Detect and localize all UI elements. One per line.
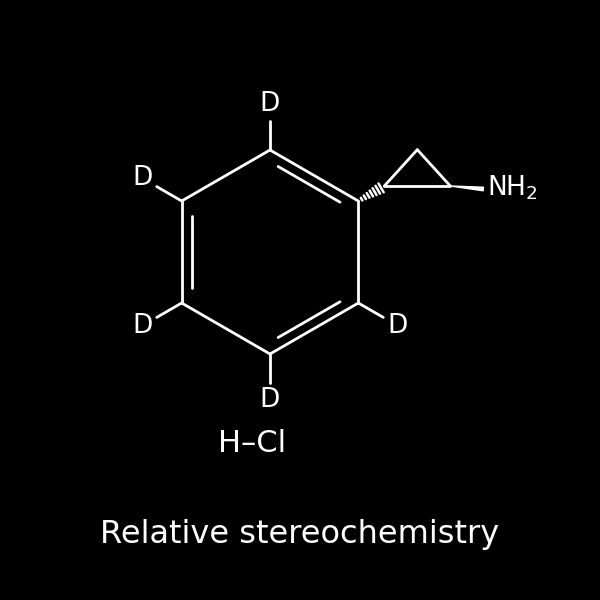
Text: D: D: [132, 313, 152, 339]
Text: D: D: [260, 91, 280, 118]
Text: Relative stereochemistry: Relative stereochemistry: [100, 518, 500, 550]
Text: D: D: [388, 313, 408, 339]
Text: H–Cl: H–Cl: [218, 430, 286, 458]
Text: D: D: [260, 386, 280, 413]
Text: NH$_2$: NH$_2$: [487, 173, 538, 202]
Polygon shape: [451, 186, 484, 191]
Text: D: D: [132, 165, 152, 191]
